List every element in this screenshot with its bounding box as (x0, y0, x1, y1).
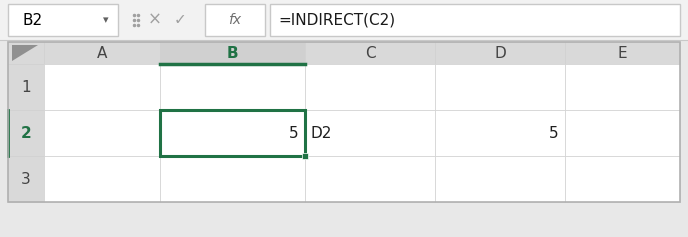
Text: 2: 2 (21, 126, 32, 141)
Text: E: E (618, 46, 627, 60)
Bar (565, 110, 680, 156)
Bar (435, 110, 565, 156)
Text: 3: 3 (21, 172, 31, 187)
Text: ×: × (148, 11, 162, 29)
Bar (44, 42, 160, 64)
Text: A: A (97, 46, 107, 60)
Bar (8, 4, 118, 36)
Bar (160, 110, 305, 156)
Bar (565, 64, 680, 110)
Text: D2: D2 (311, 126, 332, 141)
Text: ▾: ▾ (103, 15, 109, 25)
Text: B2: B2 (22, 13, 42, 27)
Text: 1: 1 (21, 79, 31, 95)
Bar (305, 42, 435, 64)
Bar (8, 42, 44, 64)
Text: ✓: ✓ (173, 13, 186, 27)
Bar (565, 42, 680, 64)
Bar (44, 156, 160, 202)
Text: =INDIRECT(C2): =INDIRECT(C2) (278, 13, 395, 27)
Bar (435, 156, 565, 202)
Bar (160, 42, 305, 64)
Text: fx: fx (228, 13, 241, 27)
Bar (305, 64, 435, 110)
Bar (270, 4, 680, 36)
Bar (160, 156, 305, 202)
Bar (435, 42, 565, 64)
Text: 5: 5 (290, 126, 299, 141)
Bar (8, 42, 680, 202)
Bar (0, 0, 688, 40)
Bar (8, 42, 680, 202)
Bar (205, 4, 265, 36)
Bar (435, 64, 565, 110)
Text: C: C (365, 46, 376, 60)
Polygon shape (12, 45, 38, 61)
Bar (160, 110, 305, 156)
Bar (565, 156, 680, 202)
Text: 5: 5 (550, 126, 559, 141)
Bar (305, 156, 435, 202)
Bar (8, 156, 44, 202)
Bar (44, 64, 160, 110)
Bar (44, 110, 160, 156)
Bar (8, 110, 44, 156)
Bar (302, 153, 308, 159)
Bar (8, 64, 44, 110)
Text: B: B (226, 46, 238, 60)
Text: D: D (494, 46, 506, 60)
Bar (160, 64, 305, 110)
Bar (305, 110, 435, 156)
